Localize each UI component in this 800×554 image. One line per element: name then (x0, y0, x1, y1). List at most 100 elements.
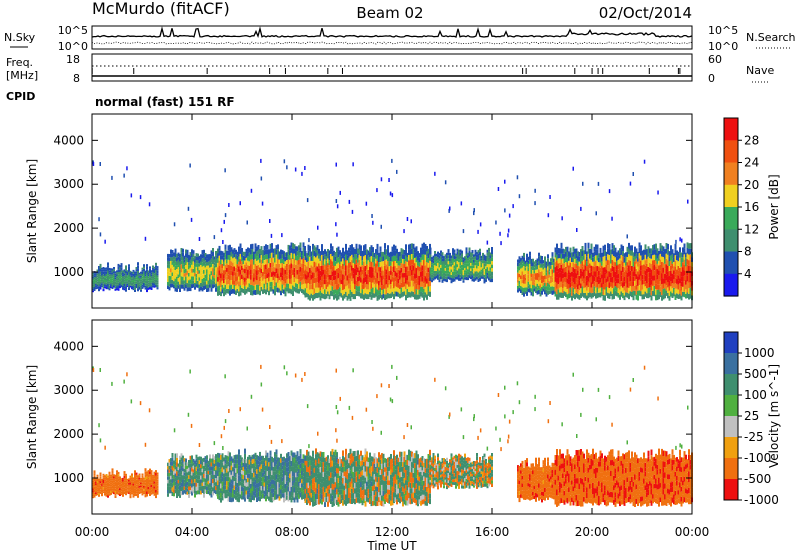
echo-cell (247, 465, 249, 470)
echo-cell (179, 455, 181, 460)
echo-cell (244, 281, 246, 287)
echo-cell (322, 250, 325, 256)
echo-cell (260, 273, 263, 278)
echo-cell (658, 275, 660, 280)
echo-cell (367, 265, 370, 270)
echo-cell (333, 275, 335, 281)
echo-cell (313, 293, 316, 300)
echo-cell (122, 481, 124, 484)
echo-cell (556, 271, 558, 278)
echo-cell (206, 288, 208, 292)
echo-cell (229, 255, 231, 261)
echo-cell (408, 281, 410, 287)
echo-cell (105, 278, 108, 281)
echo-cell (210, 279, 213, 284)
echo-cell (559, 267, 561, 273)
echo-cell (622, 277, 624, 283)
echo-cell (135, 489, 138, 492)
echo-cell (482, 276, 484, 279)
echo-cell (189, 275, 192, 280)
echo-cell (263, 245, 266, 251)
echo-point (507, 233, 509, 238)
echo-cell (198, 287, 201, 292)
echo-cell (192, 253, 195, 258)
echo-cell (298, 259, 300, 265)
echo-cell (183, 259, 186, 263)
echo-cell (98, 266, 100, 269)
echo-cell (274, 285, 276, 291)
echo-cell (168, 472, 171, 477)
echo-cell (247, 269, 249, 274)
echo-cell (595, 255, 597, 261)
echo-cell (102, 473, 105, 476)
echo-cell (245, 248, 248, 254)
echo-cell (185, 276, 187, 281)
echo-cell (281, 263, 284, 268)
echo-cell (340, 275, 343, 280)
echo-cell (129, 484, 132, 487)
echo-cell (192, 257, 195, 262)
echo-cell (232, 280, 234, 285)
echo-cell (108, 474, 111, 477)
echo-cell (677, 284, 680, 290)
echo-cell (268, 258, 270, 264)
echo-cell (563, 277, 566, 282)
echo-cell (569, 262, 572, 268)
echo-cell (608, 271, 611, 277)
echo-cell (213, 456, 216, 460)
echo-cell (412, 281, 415, 287)
echo-cell (107, 265, 109, 268)
echo-cell (277, 254, 279, 259)
echo-cell (388, 261, 391, 267)
echo-cell (200, 283, 202, 287)
echo-cell (137, 285, 139, 289)
echo-cell (354, 274, 356, 279)
echo-cell (431, 264, 433, 268)
echo-cell (318, 263, 320, 269)
echo-cell (104, 477, 106, 480)
echo-cell (200, 286, 202, 291)
echo-cell (453, 271, 456, 276)
echo-cell (477, 278, 480, 282)
echo-cell (604, 295, 606, 301)
echo-cell (635, 248, 638, 254)
echo-cell (474, 249, 477, 253)
echo-cell (122, 283, 124, 286)
echo-cell (125, 278, 127, 282)
echo-cell (223, 261, 225, 266)
echo-cell (435, 271, 438, 274)
echo-cell (111, 284, 114, 287)
echo-cell (629, 255, 632, 261)
echo-cell (535, 273, 537, 277)
echo-cell (628, 293, 630, 300)
echo-cell (167, 285, 169, 289)
echo-cell (476, 260, 478, 263)
echo-cell (526, 283, 528, 288)
echo-cell (530, 258, 533, 263)
echo-cell (108, 488, 111, 491)
echo-cell (304, 250, 307, 256)
echo-cell (224, 249, 227, 255)
echo-cell (203, 477, 205, 482)
echo-cell (116, 470, 118, 473)
echo-cell (143, 479, 145, 481)
echo-cell (369, 291, 371, 297)
echo-cell (110, 490, 112, 493)
echo-cell (173, 482, 175, 486)
echo-point (608, 189, 611, 194)
echo-cell (391, 261, 394, 267)
echo-cell (682, 247, 684, 253)
echo-cell (619, 289, 621, 295)
echo-point (611, 216, 613, 221)
echo-cell (217, 462, 219, 467)
echo-cell (405, 272, 407, 278)
echo-cell (418, 266, 421, 272)
echo-cell (138, 475, 141, 478)
echo-cell (613, 266, 615, 273)
echo-cell (149, 490, 151, 494)
echo-cell (143, 482, 145, 485)
echo-cell (114, 477, 117, 480)
echo-cell (137, 265, 139, 269)
echo-cell (637, 285, 639, 291)
echo-cell (117, 288, 120, 291)
